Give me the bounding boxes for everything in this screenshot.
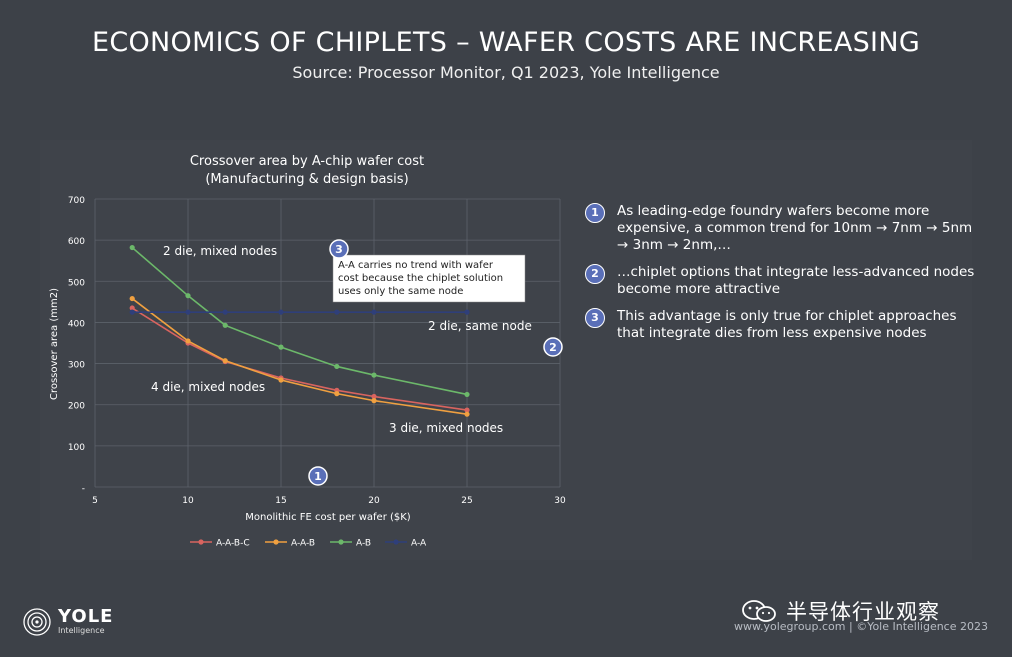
data-point-a-a-b: [222, 358, 228, 364]
x-axis-label: Monolithic FE cost per wafer ($K): [245, 512, 411, 523]
y-tick-label: 500: [68, 278, 85, 288]
data-point-a-a: [222, 309, 228, 315]
marker-2-icon: 2: [543, 337, 563, 357]
data-point-a-b: [222, 322, 228, 328]
data-point-a-a: [334, 309, 340, 315]
legend-marker-a-b: [338, 539, 344, 545]
wechat-icon: [742, 600, 776, 622]
marker-3-icon: 3: [329, 239, 349, 259]
callout-line3: uses only the same node: [338, 286, 463, 297]
chart-panel: [40, 140, 972, 560]
bullet-text-2: …chiplet options that integrate less-adv…: [617, 264, 975, 297]
data-point-a-a-b-c: [129, 305, 135, 311]
legend-label-a-b: A-B: [356, 539, 371, 549]
legend-label-a-a-b: A-A-B: [291, 539, 315, 549]
data-point-a-a-b: [334, 391, 340, 397]
data-point-a-b: [371, 372, 377, 378]
logo-name: YOLE: [58, 606, 114, 627]
bullet-item-3: 3 This advantage is only true for chiple…: [585, 308, 985, 342]
y-tick-label: 100: [68, 443, 85, 453]
x-tick-label: 30: [554, 496, 566, 506]
chart-series: [129, 244, 470, 417]
legend-label-a-a-b-c: A-A-B-C: [216, 539, 250, 549]
slide-subtitle: Source: Processor Monitor, Q1 2023, Yole…: [292, 63, 720, 82]
data-point-a-b: [129, 244, 135, 251]
series-line-a-a-b-c: [131, 307, 468, 411]
legend-marker-a-a: [393, 539, 399, 545]
legend-label-a-a: A-A: [411, 539, 427, 549]
data-point-a-a-b-c: [464, 407, 470, 413]
bullet-number-3-icon: 3: [585, 308, 605, 328]
bullet-text-3: This advantage is only true for chiplet …: [617, 308, 957, 341]
slide-title: ECONOMICS OF CHIPLETS – WAFER COSTS ARE …: [91, 27, 921, 58]
bullet-list: 1 As leading-edge foundry wafers become …: [585, 203, 985, 352]
chart-grid: [94, 198, 561, 488]
footer-copyright: www.yolegroup.com | ©Yole Intelligence 2…: [734, 620, 988, 633]
data-point-a-a-b-c: [371, 393, 377, 400]
x-tick-label: 20: [368, 496, 380, 506]
yole-logo: YOLE Intelligence: [22, 607, 113, 637]
data-point-a-b: [464, 391, 470, 398]
legend-marker-a-a-b-c: [198, 539, 204, 545]
x-tick-label: 15: [275, 496, 286, 506]
annotation-3-die-mixed: 3 die, mixed nodes: [389, 421, 503, 435]
y-tick-label: 400: [68, 319, 85, 329]
marker-3-label: 3: [335, 243, 343, 256]
yole-logo-icon: [23, 608, 51, 636]
series-line-a-a-b: [131, 297, 468, 415]
chart-title-line1: Crossover area by A-chip wafer cost: [190, 154, 424, 169]
chart-title-line2: (Manufacturing & design basis): [205, 172, 408, 187]
data-point-a-a-b: [464, 411, 470, 417]
callout-box: [332, 254, 526, 303]
data-point-a-a-b: [129, 295, 135, 302]
wechat-watermark: 半导体行业观察: [740, 596, 940, 626]
data-point-a-b: [278, 344, 284, 350]
x-tick-label: 10: [182, 496, 194, 506]
y-tick-label: -: [82, 484, 85, 494]
x-tick-label: 25: [461, 496, 472, 506]
data-point-a-a-b: [185, 338, 191, 344]
marker-1-icon: 1: [308, 466, 328, 486]
bullet-number-1-icon: 1: [585, 203, 605, 223]
data-point-a-a-b: [371, 398, 377, 404]
data-point-a-a: [278, 309, 284, 315]
data-point-a-a-b: [278, 377, 284, 383]
marker-1-label: 1: [314, 470, 322, 483]
data-point-a-a: [129, 309, 135, 315]
chart-legend: A-A-B-C A-A-B A-B A-A: [190, 539, 427, 549]
logo-subtitle: Intelligence: [58, 626, 105, 635]
callout-line2: cost because the chiplet solution: [338, 273, 503, 284]
data-point-a-b: [334, 363, 340, 370]
annotation-2-die-mixed: 2 die, mixed nodes: [163, 244, 277, 258]
callout-line1: A-A carries no trend with wafer: [338, 260, 494, 271]
y-tick-label: 700: [68, 196, 85, 206]
y-axis-label: Crossover area (mm2): [49, 288, 60, 400]
data-point-a-a: [185, 309, 191, 315]
data-point-a-a: [464, 309, 470, 315]
legend-marker-a-a-b: [273, 539, 279, 545]
watermark-text: 半导体行业观察: [786, 600, 940, 624]
chart-ticks: - 100 200 300 400 500 600 700 5 10 15 20 25 30: [68, 196, 566, 506]
y-tick-label: 200: [68, 402, 85, 412]
data-point-a-b: [185, 293, 191, 299]
y-tick-label: 300: [68, 361, 85, 371]
x-tick-label: 5: [92, 496, 98, 506]
y-tick-label: 600: [68, 237, 85, 247]
annotation-4-die-mixed: 4 die, mixed nodes: [151, 380, 265, 394]
crossover-chart: - 100 200 300 400 500 600 700 5 10 15 20 25 30 Crosso…: [49, 154, 566, 549]
bullet-number-2-icon: 2: [585, 264, 605, 284]
marker-2-label: 2: [549, 341, 557, 354]
annotation-2-die-same: 2 die, same node: [428, 319, 532, 333]
bullet-text-1: As leading-edge foundry wafers become mo…: [617, 203, 973, 253]
bullet-item-2: 2 …chiplet options that integrate less-a…: [585, 264, 985, 298]
bullet-item-1: 1 As leading-edge foundry wafers become …: [585, 203, 985, 254]
data-point-a-a: [371, 309, 377, 315]
